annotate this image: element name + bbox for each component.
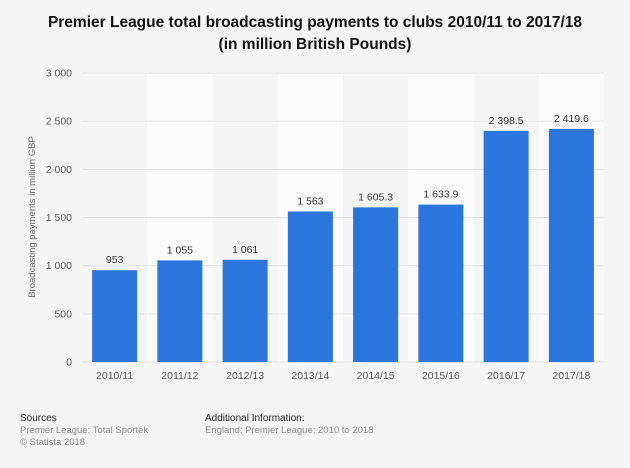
x-tick-label: 2012/13	[226, 370, 264, 382]
bar	[483, 130, 529, 362]
bar	[548, 128, 594, 362]
bar	[353, 207, 399, 362]
additional-info-line: England; Premier League; 2010 to 2018	[205, 425, 374, 436]
y-axis-label: Broadcasting payments in million GBP	[27, 136, 38, 298]
additional-info-title: Additional Information:	[205, 413, 305, 424]
y-tick-label: 1 000	[46, 260, 72, 272]
bar	[157, 260, 203, 362]
value-label: 1 563	[297, 195, 323, 207]
x-tick-label: 2011/12	[161, 370, 198, 382]
value-label: 1 633.9	[423, 189, 458, 201]
y-tick-label: 2 000	[46, 164, 72, 176]
y-tick-label: 500	[54, 308, 72, 320]
x-tick-label: 2017/18	[552, 370, 590, 382]
bar-chart: 0 500 1 000 1 500 2 000 2 500 3 000 953 1 055 1 …	[27, 68, 604, 382]
bar	[287, 211, 333, 362]
y-tick-label: 2 500	[46, 116, 72, 128]
x-tick-label: 2014/15	[357, 370, 395, 382]
y-axis-ticks: 0 500 1 000 1 500 2 000 2 500 3 000	[46, 68, 72, 369]
bar	[418, 204, 464, 362]
x-tick-label: 2010/11	[96, 370, 133, 382]
x-tick-label: 2015/16	[422, 370, 460, 382]
value-label: 1 605.3	[358, 191, 393, 203]
bars	[92, 128, 594, 362]
value-label: 953	[106, 254, 124, 266]
copyright-line: © Statista 2018	[20, 437, 86, 448]
sources-block: Sources Premier League; Total Sportek © …	[20, 413, 148, 449]
value-label: 1 061	[232, 244, 258, 256]
value-label: 1 055	[167, 244, 193, 256]
x-tick-label: 2016/17	[487, 370, 525, 382]
y-tick-label: 1 500	[46, 212, 72, 224]
chart-title: Premier League total broadcasting paymen…	[47, 14, 583, 53]
bar	[92, 270, 138, 362]
y-tick-label: 0	[66, 357, 72, 369]
y-tick-label: 3 000	[46, 68, 72, 80]
value-label: 2 419.6	[554, 113, 589, 125]
x-axis-ticks: 2010/11 2011/12 2012/13 2013/14 2014/15 2015/…	[96, 370, 590, 382]
sources-line: Premier League; Total Sportek	[20, 425, 149, 436]
value-labels: 953 1 055 1 061 1 563 1 605.3 1 633.9 2 398.5 2…	[106, 113, 589, 266]
sources-title: Sources	[20, 413, 57, 424]
value-label: 2 398.5	[489, 115, 524, 127]
x-tick-label: 2013/14	[291, 370, 329, 382]
additional-info-block: Additional Information: England; Premier…	[205, 413, 374, 437]
bar	[222, 259, 268, 362]
